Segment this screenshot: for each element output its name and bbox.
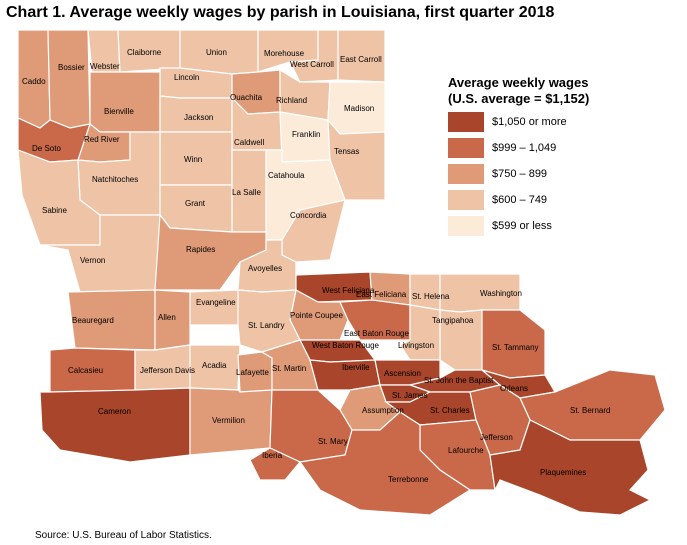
chart-title: Chart 1. Average weekly wages by parish …: [6, 4, 555, 21]
legend: Average weekly wages (U.S. average = $1,…: [448, 75, 678, 237]
parish-label-tangipahoa: Tangipahoa: [432, 316, 474, 325]
parish-label-iberia: Iberia: [262, 451, 283, 460]
legend-item: $999 – 1,049: [448, 137, 678, 159]
legend-swatch: [448, 164, 484, 184]
parish-bossier: [47, 29, 91, 129]
parish-label-jefferson: Jefferson: [480, 433, 513, 442]
parish-label-jefferson-davis: Jefferson Davis: [140, 366, 195, 375]
parish-label-st-tammany: St. Tammany: [492, 343, 539, 352]
parish-label-west-feliciana: West Feliciana: [322, 286, 375, 295]
parish-label-livingston: Livingston: [398, 341, 434, 350]
parish-label-madison: Madison: [344, 104, 374, 113]
parish-label-jackson: Jackson: [184, 113, 213, 122]
parish-label-avoyelles: Avoyelles: [248, 264, 282, 273]
legend-item: $1,050 or more: [448, 111, 678, 133]
legend-label: $999 – 1,049: [492, 142, 557, 154]
parish-label-claiborne: Claiborne: [127, 48, 162, 57]
parish-label-acadia: Acadia: [202, 361, 227, 370]
parish-label-webster: Webster: [90, 62, 120, 71]
parish-iberia: [249, 447, 301, 481]
parish-label-ascension: Ascension: [384, 369, 421, 378]
parish-label-east-baton-rouge: East Baton Rouge: [344, 329, 409, 338]
legend-item: $750 – 899: [448, 163, 678, 185]
parish-label-washington: Washington: [480, 289, 522, 298]
parish-label-richland: Richland: [276, 96, 307, 105]
legend-swatch: [448, 138, 484, 158]
legend-swatch: [448, 216, 484, 236]
parish-label-pointe-coupee: Pointe Coupee: [290, 311, 343, 320]
parish-label-tensas: Tensas: [334, 147, 359, 156]
parish-label-st-john-the-baptist: St. John the Baptist: [424, 376, 494, 385]
parish-label-beauregard: Beauregard: [72, 316, 114, 325]
legend-swatch: [448, 190, 484, 210]
legend-label: $1,050 or more: [492, 116, 567, 128]
parish-label-assumption: Assumption: [362, 406, 404, 415]
parish-label-rapides: Rapides: [186, 245, 215, 254]
parish-label-red-river: Red River: [84, 135, 120, 144]
parish-label-st-helena: St. Helena: [412, 292, 450, 301]
parish-label-lafayette: Lafayette: [236, 368, 269, 377]
parish-label-winn: Winn: [184, 155, 202, 164]
parish-bienville: [89, 71, 161, 133]
parish-label-bossier: Bossier: [58, 63, 85, 72]
legend-label: $750 – 899: [492, 168, 548, 180]
parish-terrebonne: [298, 411, 472, 516]
parish-label-la-salle: La Salle: [232, 188, 261, 197]
parish-label-sabine: Sabine: [42, 206, 67, 215]
parish-label-st-landry: St. Landry: [248, 321, 284, 330]
parish-label-bienville: Bienville: [104, 107, 134, 116]
parish-label-ouachita: Ouachita: [230, 93, 263, 102]
legend-title: Average weekly wages (U.S. average = $1,…: [448, 75, 678, 107]
parish-label-st-bernard: St. Bernard: [570, 406, 610, 415]
legend-label: $599 or less: [492, 220, 552, 232]
parish-label-st-martin: St. Martin: [272, 364, 306, 373]
parish-label-cameron: Cameron: [98, 407, 131, 416]
legend-swatch: [448, 112, 484, 132]
parish-label-east-carroll: East Carroll: [340, 55, 382, 64]
parish-label-caldwell: Caldwell: [234, 138, 264, 147]
parish-label-union: Union: [206, 48, 227, 57]
parish-label-st-james: St. James: [392, 391, 428, 400]
parish-label-west-baton-rouge: West Baton Rouge: [312, 341, 380, 350]
parish-plaquemines: [489, 419, 652, 516]
parish-grant: [159, 184, 233, 233]
parish-label-vermilion: Vermilion: [212, 416, 245, 425]
parish-label-st-charles: St. Charles: [430, 406, 470, 415]
parish-cameron: [39, 387, 191, 463]
parish-label-caddo: Caddo: [22, 77, 46, 86]
parish-label-de-soto: De Soto: [32, 144, 61, 153]
parish-label-iberville: Iberville: [342, 363, 370, 372]
parish-label-lafourche: Lafourche: [448, 446, 484, 455]
parish-label-plaquemines: Plaquemines: [540, 468, 586, 477]
parish-label-morehouse: Morehouse: [264, 49, 305, 58]
parish-label-west-carroll: West Carroll: [290, 60, 334, 69]
parish-label-catahoula: Catahoula: [268, 171, 305, 180]
legend-title-line1: Average weekly wages: [448, 75, 589, 90]
parish-label-orleans: Orleans: [500, 384, 528, 393]
parish-label-st-mary: St. Mary: [318, 437, 348, 446]
parish-label-vernon: Vernon: [80, 256, 105, 265]
legend-label: $600 – 749: [492, 194, 548, 206]
parish-label-grant: Grant: [185, 199, 206, 208]
parish-label-lincoln: Lincoln: [174, 73, 199, 82]
parish-label-terrebonne: Terrebonne: [388, 475, 429, 484]
legend-item: $600 – 749: [448, 189, 678, 211]
parish-label-concordia: Concordia: [290, 211, 327, 220]
parish-west-feliciana: [295, 271, 373, 303]
legend-title-line2: (U.S. average = $1,152): [448, 91, 590, 106]
parish-label-evangeline: Evangeline: [196, 298, 236, 307]
parish-label-natchitoches: Natchitoches: [92, 175, 138, 184]
legend-item: $599 or less: [448, 215, 678, 237]
parish-st-mary: [269, 389, 353, 463]
parish-label-calcasieu: Calcasieu: [68, 366, 103, 375]
parish-label-franklin: Franklin: [292, 130, 320, 139]
parish-label-allen: Allen: [158, 313, 176, 322]
parish-label-east-feliciana: East Feliciana: [356, 290, 407, 299]
source-note: Source: U.S. Bureau of Labor Statistics.: [35, 530, 212, 541]
